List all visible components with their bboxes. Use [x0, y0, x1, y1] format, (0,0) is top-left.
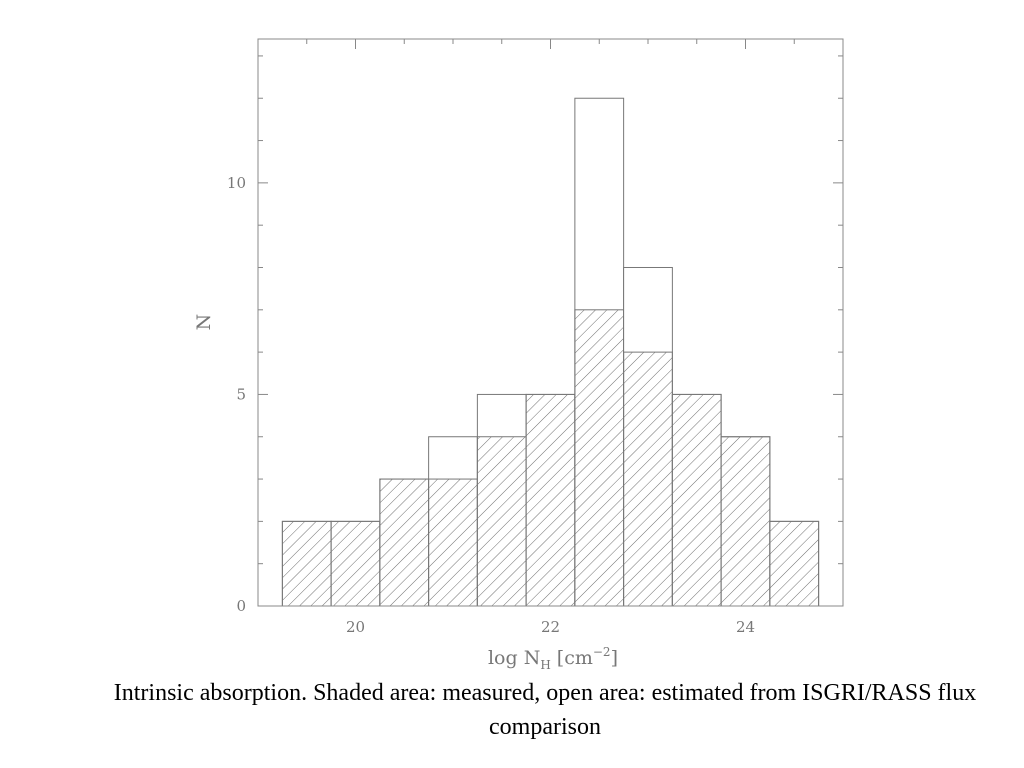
bar-measured-0: [281, 520, 332, 607]
y-tick-label: 5: [236, 385, 246, 403]
bar-measured-7: [623, 351, 673, 607]
bar-measured-4: [476, 436, 527, 607]
x-tick-label: 24: [736, 618, 755, 636]
x-axis-title-close: ]: [611, 647, 618, 669]
x-tick-label: 22: [541, 618, 560, 636]
plot-area: 20 22 24 0 5 10: [227, 38, 844, 636]
bar-measured-1: [330, 520, 381, 607]
x-axis-title: log NH [cm−2]: [488, 645, 618, 672]
bar-measured-8: [671, 393, 722, 607]
y-tick-label: 0: [236, 597, 246, 615]
bar-measured-3: [428, 478, 478, 607]
y-axis-title: N: [193, 314, 215, 331]
x-axis-title-exponent: −2: [593, 645, 611, 659]
x-tick-label: 20: [346, 618, 365, 636]
x-axis-title-unit: [cm: [557, 647, 593, 669]
bar-measured-9: [720, 436, 771, 607]
x-axis-title-main: log N: [488, 647, 540, 669]
figure-caption: Intrinsic absorption. Shaded area: measu…: [113, 680, 977, 740]
bar-measured-10: [769, 520, 820, 607]
bar-measured-2: [379, 478, 430, 607]
bar-measured-6: [574, 309, 625, 607]
bar-measured-5: [525, 393, 576, 607]
y-tick-label: 10: [227, 174, 246, 192]
x-axis-title-subscript: H: [540, 658, 550, 672]
